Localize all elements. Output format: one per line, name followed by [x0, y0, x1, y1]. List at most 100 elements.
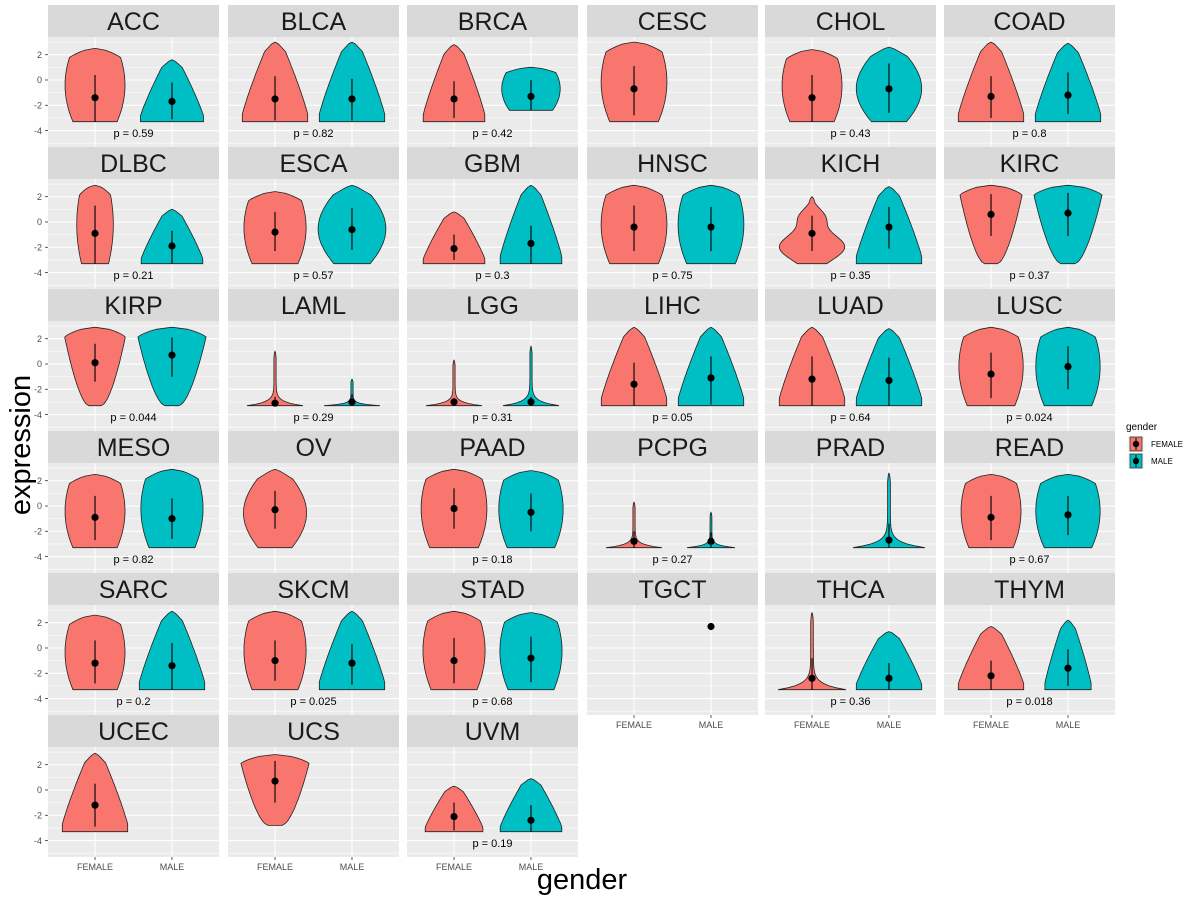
median-point [808, 375, 816, 383]
x-tick-label: FEMALE [973, 720, 1009, 730]
median-point [450, 244, 458, 253]
facet-strip [765, 147, 936, 179]
facet-panel: ACC p = 0.59 -4 -2 0 2 [34, 5, 219, 147]
median-point [987, 92, 995, 101]
median-point [1064, 664, 1072, 672]
facet-panel: CESC [587, 5, 758, 147]
facet-strip [228, 573, 399, 605]
p-value-label: p = 0.35 [830, 270, 870, 282]
facet-strip-label: BLCA [281, 8, 347, 36]
facet-strip [407, 715, 578, 747]
median-point [987, 370, 995, 378]
p-value-label: p = 0.64 [830, 412, 870, 424]
median-point [271, 399, 279, 407]
facet-strip-label: LIHC [644, 292, 701, 320]
p-value-label: p = 0.8 [1013, 128, 1047, 140]
y-tick-label: 2 [37, 50, 42, 60]
facet-panel: MESO p = 0.82 -4 -2 0 2 [34, 431, 219, 573]
y-tick-label: 2 [37, 476, 42, 486]
y-tick-label: 0 [37, 359, 42, 369]
p-value-label: p = 0.36 [830, 696, 870, 708]
panel-background [228, 321, 399, 431]
x-tick-label: FEMALE [794, 720, 830, 730]
p-value-label: p = 0.59 [113, 128, 153, 140]
median-point [808, 94, 816, 102]
violin-male [323, 378, 381, 407]
facet-strip-label: THCA [816, 576, 884, 604]
p-value-label: p = 0.82 [113, 554, 153, 566]
y-tick-label: -4 [34, 836, 42, 846]
facet-panel: PRAD [765, 431, 936, 573]
median-point [630, 85, 638, 93]
median-point [1064, 511, 1072, 519]
p-value-label: p = 0.025 [290, 696, 336, 708]
facet-strip [407, 289, 578, 321]
y-tick-label: 2 [37, 192, 42, 202]
facet-strip [944, 289, 1115, 321]
legend-label: FEMALE [1151, 440, 1183, 449]
median-point [987, 210, 995, 219]
median-point [987, 513, 995, 521]
violin-female [957, 626, 1025, 691]
y-tick-label: 2 [37, 618, 42, 628]
violin-male [855, 631, 923, 691]
median-point [348, 398, 356, 406]
facet-strip-label: READ [995, 434, 1064, 462]
y-tick-label: -4 [34, 126, 42, 136]
p-value-label: p = 0.29 [293, 412, 333, 424]
facet-strip-label: MESO [97, 434, 171, 462]
facet-panel: UCS FEMALE MALE [228, 715, 399, 872]
facet-panel: LGG p = 0.31 [407, 289, 578, 431]
median-point [885, 376, 893, 385]
facet-strip [228, 147, 399, 179]
facet-strip [587, 147, 758, 179]
facet-strip [48, 715, 219, 747]
median-point [1064, 362, 1072, 371]
facet-strip [587, 573, 758, 605]
facet-strip [228, 431, 399, 463]
median-point [91, 359, 99, 367]
facet-panel: PAAD p = 0.18 [407, 431, 578, 573]
facet-panel: CHOL p = 0.43 [765, 5, 936, 147]
median-point [1064, 91, 1072, 99]
x-tick-label: MALE [1056, 720, 1081, 730]
median-point [885, 223, 893, 231]
panel-background [587, 605, 758, 715]
violin-male [852, 472, 926, 549]
facet-panel: THYM p = 0.018 FEMALE MALE [944, 573, 1115, 730]
facet-strip-label: UVM [465, 718, 521, 746]
x-tick-label: MALE [699, 720, 724, 730]
facet-strip-label: THYM [994, 576, 1065, 604]
facet-panel: STAD p = 0.68 [407, 573, 578, 715]
legend: gender FEMALE MALE [1126, 422, 1183, 469]
median-point [91, 229, 99, 237]
legend-key-point [1132, 457, 1140, 465]
median-point [271, 95, 279, 103]
median-point [271, 506, 279, 514]
median-point [91, 513, 99, 521]
median-point [527, 239, 535, 248]
panel-background [587, 463, 758, 573]
facet-strip [228, 289, 399, 321]
violin-female [425, 359, 483, 407]
p-value-label: p = 0.05 [652, 412, 692, 424]
p-value-label: p = 0.43 [830, 128, 870, 140]
median-point [808, 674, 816, 682]
facet-panel: KICH p = 0.35 [765, 147, 936, 289]
facet-panel: READ p = 0.67 [944, 431, 1115, 573]
median-point [450, 812, 458, 821]
y-tick-label: 0 [37, 75, 42, 85]
facet-panel: LAML p = 0.29 [228, 289, 399, 431]
median-point [168, 97, 176, 106]
violin-male [499, 778, 563, 833]
facet-strip-label: PAAD [459, 434, 525, 462]
p-value-label: p = 0.18 [472, 554, 512, 566]
facet-panel: LIHC p = 0.05 [587, 289, 758, 431]
median-point [707, 537, 715, 545]
x-tick-label: FEMALE [257, 862, 293, 872]
facet-panel: LUSC p = 0.024 [944, 289, 1115, 431]
facet-strip-label: PCPG [637, 434, 708, 462]
p-value-label: p = 0.2 [117, 696, 151, 708]
facet-panel: COAD p = 0.8 [944, 5, 1115, 147]
